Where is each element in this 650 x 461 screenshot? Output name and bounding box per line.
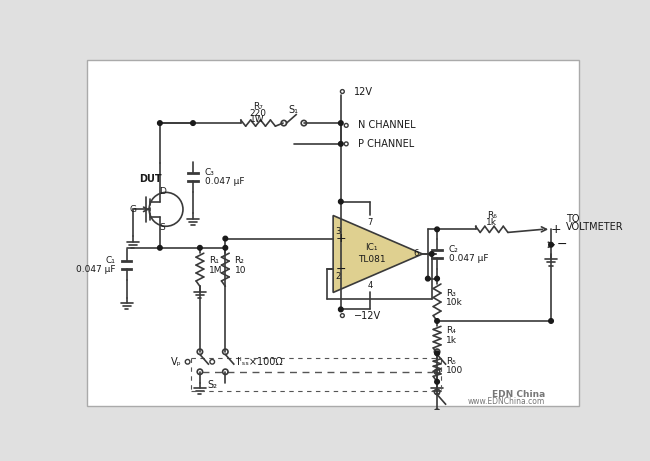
Text: 10: 10 [235, 266, 246, 275]
Circle shape [223, 236, 227, 241]
Circle shape [157, 121, 162, 125]
Text: 3: 3 [335, 227, 341, 236]
Text: 6: 6 [413, 249, 419, 259]
FancyBboxPatch shape [88, 60, 578, 406]
Text: 1k: 1k [486, 218, 497, 227]
Text: P CHANNEL: P CHANNEL [358, 139, 414, 149]
Circle shape [435, 276, 439, 281]
Text: www.EDNChina.com: www.EDNChina.com [467, 397, 545, 406]
Text: 12V: 12V [354, 87, 373, 96]
Text: C₂: C₂ [448, 245, 458, 254]
Circle shape [157, 246, 162, 250]
Text: 1W: 1W [250, 116, 265, 124]
Text: S₁: S₁ [289, 105, 299, 115]
Circle shape [223, 246, 227, 250]
Text: +: + [551, 223, 561, 236]
Text: 0.047 μF: 0.047 μF [205, 177, 244, 186]
Text: R₃: R₃ [447, 289, 456, 298]
Circle shape [190, 121, 195, 125]
Text: +: + [335, 232, 346, 245]
Circle shape [435, 319, 439, 323]
Text: R₅: R₅ [447, 357, 456, 366]
Text: D: D [159, 187, 166, 196]
Text: 1k: 1k [447, 336, 458, 345]
Text: IC₁: IC₁ [365, 242, 378, 252]
Circle shape [198, 246, 202, 250]
Text: TL081: TL081 [358, 255, 385, 264]
Text: EDN China: EDN China [491, 390, 545, 399]
Text: R₆: R₆ [487, 211, 497, 220]
Text: R₁: R₁ [209, 256, 219, 266]
Text: R₇: R₇ [253, 101, 263, 111]
Text: 2: 2 [335, 272, 341, 281]
Text: 0.047 μF: 0.047 μF [448, 254, 488, 263]
Text: 10k: 10k [447, 298, 463, 307]
Text: VOLTMETER: VOLTMETER [566, 222, 623, 232]
Text: Iᴵₛₛ×100Ω: Iᴵₛₛ×100Ω [237, 357, 283, 367]
Text: R₂: R₂ [235, 256, 244, 266]
Circle shape [339, 142, 343, 146]
Text: 7: 7 [367, 218, 372, 227]
Text: N CHANNEL: N CHANNEL [358, 120, 415, 130]
Circle shape [549, 319, 553, 323]
Text: DUT: DUT [139, 173, 162, 183]
Text: S₂: S₂ [207, 380, 217, 390]
Text: C₁: C₁ [105, 256, 115, 265]
Text: −: − [335, 263, 346, 276]
Text: C₃: C₃ [205, 168, 214, 177]
Circle shape [435, 379, 439, 384]
Polygon shape [333, 215, 422, 292]
Text: Vₚ: Vₚ [171, 357, 181, 367]
Text: R₄: R₄ [447, 326, 456, 336]
Text: S: S [159, 223, 165, 231]
Circle shape [339, 199, 343, 204]
Circle shape [339, 307, 343, 312]
Text: 4: 4 [367, 281, 372, 290]
Circle shape [435, 351, 439, 355]
Circle shape [339, 121, 343, 125]
Text: 1M: 1M [209, 266, 223, 275]
Circle shape [435, 227, 439, 231]
Text: 220: 220 [249, 109, 266, 118]
Circle shape [549, 242, 553, 247]
Text: −: − [556, 238, 567, 251]
Text: 0.047 μF: 0.047 μF [75, 265, 115, 274]
Text: G: G [129, 205, 136, 214]
Text: −12V: −12V [354, 311, 381, 320]
Circle shape [430, 252, 434, 256]
Text: TO: TO [566, 214, 579, 225]
Circle shape [426, 276, 430, 281]
Text: 100: 100 [447, 366, 463, 375]
